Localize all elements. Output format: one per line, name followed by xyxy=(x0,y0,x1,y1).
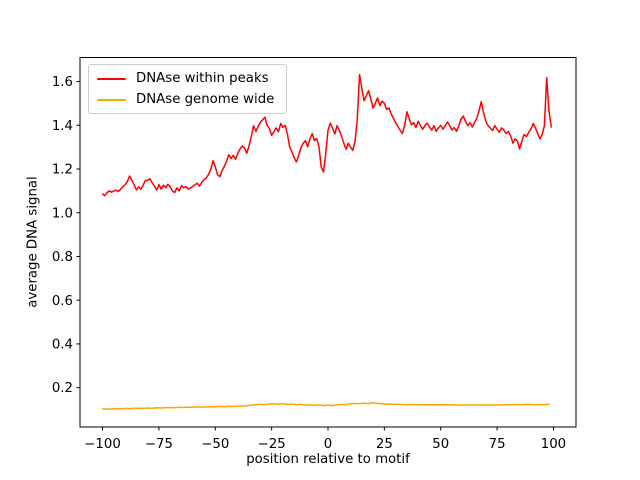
x-tick-label: −100 xyxy=(84,437,121,452)
y-tick-label: 0.6 xyxy=(52,294,73,309)
y-tick-label: 1.6 xyxy=(52,75,73,90)
series-line-dnase-genome-wide xyxy=(101,401,550,410)
legend-label-dnase-genome-wide: DNAse genome wide xyxy=(136,92,275,107)
x-tick-label: −50 xyxy=(201,437,229,452)
y-tick-label: 0.2 xyxy=(52,381,73,396)
y-tick-label: 1.4 xyxy=(52,119,73,134)
y-tick-label: 1.0 xyxy=(52,206,73,221)
x-tick-label: −25 xyxy=(258,437,286,452)
x-tick-label: 50 xyxy=(432,437,449,452)
y-tick-label: 0.4 xyxy=(52,338,73,353)
x-tick-label: 0 xyxy=(324,437,332,452)
x-tick-label: −75 xyxy=(145,437,173,452)
x-axis-label: position relative to motif xyxy=(246,452,410,467)
x-tick-label: 100 xyxy=(541,437,566,452)
y-tick-label: 1.2 xyxy=(52,163,73,178)
x-tick-label: 75 xyxy=(489,437,506,452)
x-tick-label: 25 xyxy=(376,437,393,452)
legend-item-dnase-genome-wide: DNAse genome wide xyxy=(97,90,274,109)
legend-item-dnase-within-peaks: DNAse within peaks xyxy=(97,69,274,88)
orange-line-sample-icon xyxy=(97,98,126,101)
red-line-sample-icon xyxy=(97,77,126,80)
series-line-dnase-within-peaks xyxy=(101,73,552,197)
legend-label-dnase-within-peaks: DNAse within peaks xyxy=(136,71,269,86)
y-axis-label: average DNA signal xyxy=(25,176,41,308)
legend: DNAse within peaks DNAse genome wide xyxy=(88,64,288,114)
y-tick-label: 0.8 xyxy=(52,250,73,265)
